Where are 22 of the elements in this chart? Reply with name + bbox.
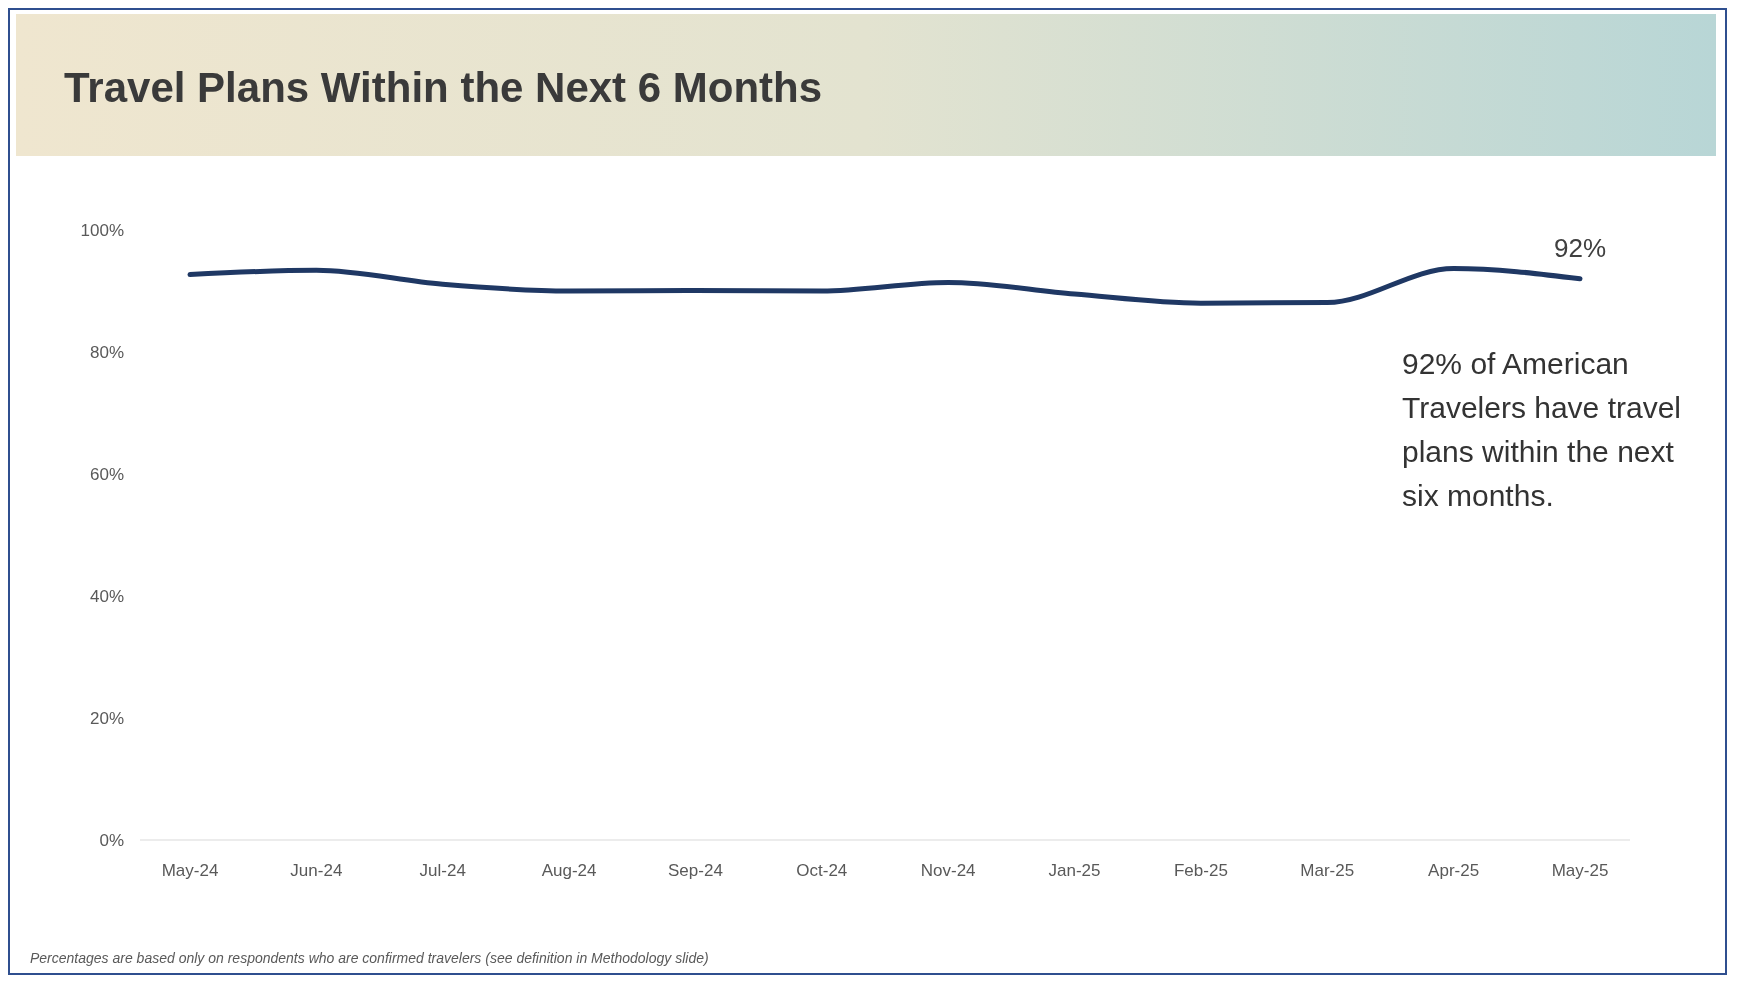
annotation: 92% of American Travelers have travel plans within the next six months. [1402, 346, 1682, 514]
y-tick-label: 60% [89, 465, 124, 485]
chart-title: Travel Plans Within the Next 6 Months [64, 64, 823, 112]
x-tick-label: Jan-25 [1048, 861, 1101, 881]
x-tick-label: Apr-25 [1428, 861, 1480, 881]
x-tick-label: May-24 [161, 861, 219, 881]
y-tick-label: 40% [89, 587, 124, 607]
text: Percentages are based only on respondents who are confirmed travelers (see definition in Methodology slide) [30, 950, 709, 966]
x-tick-label: Sep-24 [668, 861, 723, 881]
x-tick-label: Jun-24 [290, 861, 343, 881]
x-tick-label: Mar-25 [1300, 861, 1355, 881]
x-tick-label: Nov-24 [920, 861, 976, 881]
x-tick-label: May-25 [1551, 861, 1609, 881]
y-tick-label: 100% [80, 221, 124, 241]
x-tick-label: Jul-24 [419, 861, 466, 881]
data-label: 92% [1553, 232, 1607, 263]
x-tick-label: Aug-24 [541, 861, 597, 881]
y-tick-label: 80% [89, 343, 124, 363]
x-tick-label: Feb-25 [1173, 861, 1228, 881]
x-tick-label: Oct-24 [796, 861, 848, 881]
y-tick-label: 20% [89, 709, 124, 729]
y-tick-label: 0% [99, 831, 124, 851]
